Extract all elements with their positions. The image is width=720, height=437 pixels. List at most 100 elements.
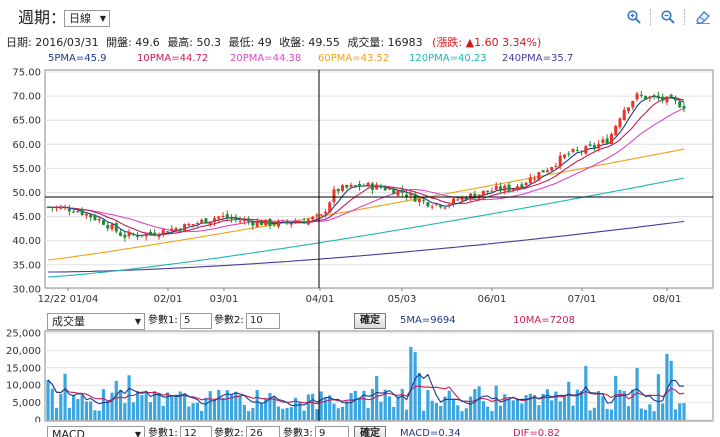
volume-bar [409,346,413,420]
candle-body [353,185,357,187]
volume-bar [503,394,507,420]
candle-body [345,184,349,188]
candle-body [247,220,251,222]
volume-bar [550,400,554,420]
candle-body [315,214,319,216]
candle-body [251,222,255,226]
pma-legend-120: 120PMA=40.23 [409,53,487,64]
volume-bar [264,398,268,420]
volume-indicator-select[interactable]: 成交量 ▼ [47,313,145,330]
candle-body [490,190,494,192]
candle-body [80,209,84,215]
candle-body [601,139,605,143]
price-tick-label: 75.00 [12,68,41,79]
zoom-in-icon[interactable] [627,10,641,24]
volume-ma-lines [47,373,685,407]
volume-bar [63,373,67,420]
volume-bar [387,396,392,420]
candle-body [673,98,677,101]
volume-bar [665,353,669,420]
volume-bar [430,400,434,420]
volume-bar [212,400,217,420]
volume-tick-label: 25,000 [6,329,41,340]
volume-bar [464,408,468,420]
volume-bar [170,395,174,420]
volume-tick-label: 0 [35,416,41,423]
candle-body [627,107,631,112]
candle-body [336,188,340,192]
candle-body [464,197,468,201]
eraser-icon[interactable] [695,10,711,24]
volume-bar [652,411,656,420]
volume-bar [473,389,477,420]
volume-bar [400,389,404,420]
volume-param1-input[interactable]: 5 [180,313,212,329]
macd-param2-input[interactable]: 26 [246,426,280,437]
date-tick-label: 04/01 [306,294,335,305]
volume-bar [541,393,545,420]
candle-body [584,146,588,154]
candle-body [264,219,268,226]
volume-bar [588,410,592,420]
volume-bar [161,405,165,420]
candle-body [170,228,174,232]
candle-body [200,219,204,223]
volume-bar [157,392,161,420]
volume-bar [336,408,340,420]
volume-bar [439,406,443,420]
candle-body [644,95,648,100]
volume-bar [554,391,558,420]
candle-body [366,182,370,187]
volume-bar [370,388,375,420]
candle-body [370,183,374,190]
volume-bar [468,396,473,420]
volume-bar [54,407,59,420]
volume-bar [584,366,588,420]
volume-param2-input[interactable]: 10 [246,313,280,329]
volume-bar [118,389,123,420]
zoom-out-icon[interactable] [661,10,675,24]
macd-param3-input[interactable]: 9 [315,426,349,437]
candle-body [434,203,438,205]
candle-body [157,235,161,237]
volume-bar [477,386,481,420]
volume-bar [635,367,639,420]
candle-body [656,95,660,99]
date-tick-label: 12/22 01/04 [38,294,99,305]
volume-ma5-readout: 5MA=9694 [400,315,456,326]
candle-body [422,200,426,202]
volume-bar [89,401,93,420]
candle-body [562,154,566,158]
volume-bar [605,408,609,420]
macd-confirm-button[interactable]: 確定 [354,426,386,437]
volume-bar [345,401,349,420]
candle-body [567,153,571,155]
volume-bar [315,409,319,420]
volume-bar [456,405,460,420]
candle-body [166,231,170,233]
date-axis: 12/22 01/04 02/01 03/01 04/01 05/03 06/01 07/0… [38,288,681,305]
volume-bar [50,388,54,420]
volume-bar [67,407,71,420]
candlestick-chart[interactable]: 75.00 70.00 65.00 60.00 55.00 50.00 45.00 40.00… [0,62,720,306]
candle-body [101,220,105,225]
volume-bar [195,402,199,420]
candle-body [302,221,306,224]
pma-legend-20: 20PMA=44.38 [230,53,302,64]
volume-tick-label: 10,000 [6,381,41,392]
macd-indicator-select[interactable]: MACD ▼ [47,426,145,437]
candle-body [191,224,195,226]
volume-bar [221,397,225,420]
candle-body [609,134,613,144]
macd-param1-input[interactable]: 12 [180,426,212,437]
candle-body [460,197,464,201]
volume-bar [614,375,618,420]
candle-body [588,144,592,146]
volume-bar [191,403,195,420]
candle-body [153,232,157,236]
volume-chart[interactable]: 25,000 20,000 15,000 10,000 5,000 0 [0,326,720,422]
ma240-line [48,220,685,273]
volume-tick-label: 20,000 [6,346,41,357]
volume-confirm-button[interactable]: 確定 [354,313,386,329]
period-select[interactable]: 日線 ▼ [64,10,110,27]
